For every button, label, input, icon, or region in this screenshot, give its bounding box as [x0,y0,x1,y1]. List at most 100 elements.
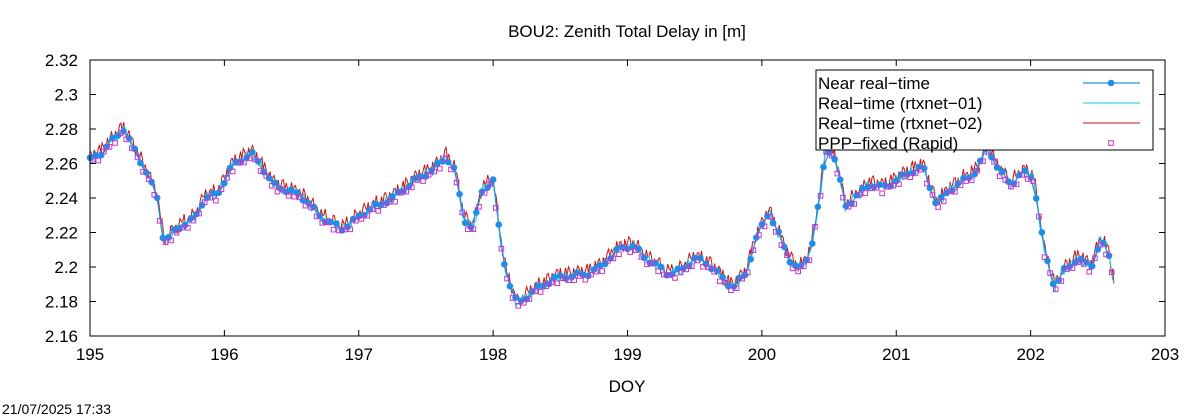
nrt-point [153,194,161,202]
ppp-point [716,278,723,285]
ppp-point [856,191,863,198]
ppp-point [649,260,656,267]
nrt-point [904,170,911,178]
ppp-point [929,192,936,198]
nrt-point [137,159,144,167]
nrt-point [1105,252,1113,260]
ppp-point [896,181,902,187]
ppp-point [1058,278,1065,284]
nrt-point [495,221,503,229]
ppp-point [504,275,510,282]
ppp-point [694,257,701,264]
ppp-point [1080,261,1087,267]
ppp-point [537,289,544,295]
ppp-point [806,257,813,264]
ppp-point [341,226,348,233]
ppp-point [1047,270,1053,276]
ppp-point [851,201,857,207]
y-tick-label: 2.32 [45,51,78,70]
legend-label: Near real−time [818,74,930,93]
nrt-point [892,177,900,185]
nrt-point [579,271,587,278]
nrt-point [221,179,228,187]
ppp-point [582,276,589,283]
nrt-point [109,134,116,142]
ppp-point [442,155,449,162]
ppp-point [521,299,527,306]
ppp-point [907,174,913,181]
ppp-point [1052,286,1059,293]
ppp-point [235,160,242,166]
nrt-point [747,255,754,263]
ppp-point [728,287,734,294]
nrt-point [775,228,782,236]
ppp-point [1092,255,1098,261]
ppp-point [912,170,919,176]
ppp-point [397,190,404,196]
ppp-point [616,251,622,258]
ppp-point [549,279,555,286]
x-tick-label: 200 [748,345,776,364]
ppp-point [884,184,891,190]
ppp-point [784,252,790,259]
y-tick-label: 2.2 [54,258,78,277]
nrt-point [993,164,1001,171]
ppp-point [493,205,499,211]
ppp-point [381,202,387,208]
nrt-point [808,240,816,247]
ppp-point [968,177,975,183]
ppp-point [1041,254,1048,260]
x-tick-label: 202 [1016,345,1044,364]
ppp-point [246,155,253,162]
y-tick-label: 2.16 [45,327,78,346]
x-tick-label: 197 [345,345,373,364]
ppp-point [201,199,208,206]
nrt-point [501,261,508,268]
ppp-point [688,263,695,269]
ppp-point [1075,259,1081,265]
ppp-point [778,242,785,248]
ppp-point [409,184,415,191]
ppp-point [157,218,163,224]
ppp-point [1002,177,1009,183]
ppp-point [750,247,757,254]
ppp-point [571,277,577,283]
ppp-point [873,184,880,191]
ppp-point [420,178,426,184]
ppp-point [1008,183,1014,190]
ppp-point [1108,269,1115,276]
nrt-point [769,219,777,227]
nrt-point [249,148,256,156]
ppp-point [1069,265,1076,271]
nrt-point [820,163,827,171]
nrt-point [125,134,133,142]
ppp-point [722,279,729,286]
ppp-point [459,209,466,216]
nrt-point [254,157,262,165]
legend-label: PPP−fixed (Rapid) [818,134,958,153]
ppp-point [179,224,186,231]
nrt-point [445,158,452,166]
nrt-point [299,196,307,204]
nrt-point [226,164,234,172]
ppp-point [313,213,320,220]
legend-label: Real−time (rtxnet−02) [818,114,982,133]
y-tick-label: 2.18 [45,293,78,312]
ppp-point [476,203,482,210]
legend-label: Real−time (rtxnet−01) [818,94,982,113]
y-tick-label: 2.22 [45,224,78,243]
ppp-point [173,229,180,236]
ppp-point [101,148,107,155]
ppp-point [364,212,370,219]
ppp-point [470,226,477,232]
ppp-point [761,223,768,230]
nrt-point [831,155,838,163]
ppp-point [297,194,303,201]
ppp-point [386,199,393,205]
ppp-point [879,190,885,197]
nrt-point [780,243,788,251]
nrt-point [551,273,559,281]
nrt-point [713,267,721,275]
ppp-point [129,145,135,152]
ppp-point [845,203,852,210]
